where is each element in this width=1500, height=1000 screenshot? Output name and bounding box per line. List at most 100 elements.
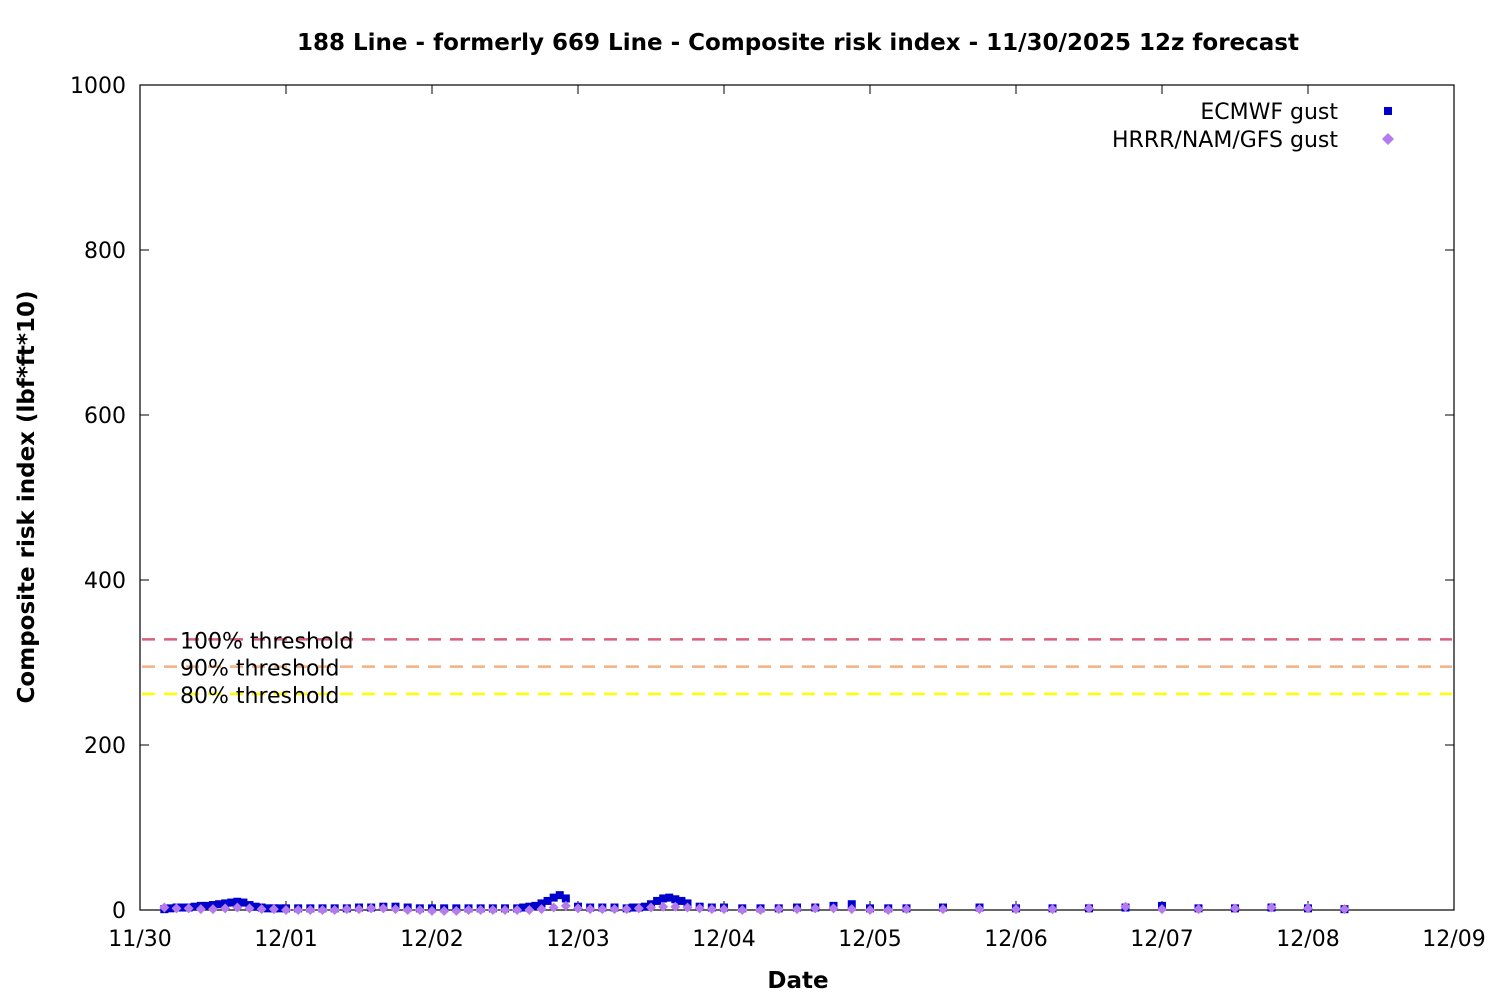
data-point [1047,904,1058,915]
data-series [159,891,1350,916]
data-point [865,905,875,915]
data-point [263,904,272,913]
data-point [256,904,267,915]
data-point [208,904,218,915]
y-tick-label: 600 [84,404,126,429]
plot-frame [139,84,1455,911]
y-axis-title: Composite risk index (lbf*ft*10) [14,291,40,704]
data-point [548,902,559,913]
y-tick-label: 800 [84,239,126,264]
data-point [828,903,839,914]
data-point [341,904,352,915]
data-point [305,905,316,915]
data-point [621,904,632,915]
x-axis-title: Date [767,968,828,994]
data-point [402,905,413,915]
data-point [901,904,912,915]
y-tick-label: 1000 [70,74,126,99]
data-point [1120,901,1131,912]
series-2 [159,900,1350,916]
data-point [220,903,231,914]
threshold-label: 100% threshold [180,629,354,654]
data-point [737,905,748,915]
data-point [463,905,474,915]
x-tick-label: 12/04 [692,927,755,952]
data-point [694,903,705,914]
legend-label: ECMWF gust [1200,100,1338,125]
y-tick-label: 400 [84,569,126,594]
data-point [670,901,681,912]
x-tick-label: 12/03 [546,927,609,952]
data-point [560,900,571,911]
data-point [281,905,291,915]
data-point [755,905,766,915]
data-point [439,905,450,916]
chart-title: 188 Line - formerly 669 Line - Composite… [297,30,1299,56]
legend-marker [1384,107,1392,115]
data-point [653,896,662,905]
y-tick-label: 200 [84,734,126,759]
data-point [232,902,243,913]
data-point [202,901,211,910]
data-point [166,904,175,913]
data-point [159,902,170,913]
x-tick-label: 12/05 [838,927,901,952]
y-axis: 0 200 400 600 800 1000 [70,74,1454,924]
data-point [195,904,206,915]
data-point [792,904,802,915]
data-point [293,905,304,915]
data-point [719,904,729,915]
data-point [317,905,328,915]
data-point [561,894,570,903]
x-tick-label: 12/08 [1276,927,1339,952]
data-point [585,904,596,915]
data-point [1339,904,1350,915]
data-point [609,904,620,915]
data-point [633,903,644,914]
legend-label: HRRR/NAM/GFS gust [1112,128,1338,153]
data-point [628,903,637,912]
data-point [500,905,510,915]
data-point [974,904,985,915]
data-point [810,903,821,914]
data-point [524,905,535,915]
data-point [537,899,546,908]
data-point [512,905,523,915]
data-point [682,902,693,913]
data-point [536,904,547,915]
data-point [171,903,182,914]
data-point [1230,903,1240,914]
legend: ECMWF gust HRRR/NAM/GFS gust [1112,100,1394,153]
data-point [646,902,656,913]
data-point [531,901,540,910]
threshold-label: 90% threshold [180,657,340,682]
legend-marker [1382,133,1394,145]
data-point [329,905,340,915]
x-tick-label: 12/02 [400,927,463,952]
data-point [215,900,224,909]
data-point [178,903,187,912]
data-point [366,903,377,914]
data-point [354,904,364,915]
data-point [846,904,857,915]
data-point [555,891,564,900]
data-point [233,897,242,906]
x-axis: 11/30 12/01 12/02 12/03 12/04 12/05 12/06 12/07… [108,85,1486,952]
data-point [543,896,552,905]
data-point [883,905,894,915]
data-point [706,904,717,915]
data-point [227,898,236,907]
data-point [658,901,669,912]
data-point [251,902,260,911]
data-point [1266,902,1277,913]
data-point [665,893,674,902]
x-tick-label: 12/01 [254,927,317,952]
data-point [275,904,284,913]
data-point [475,905,486,915]
data-point [938,904,948,915]
data-point [451,905,462,916]
data-point [1011,904,1021,915]
data-point [268,904,279,915]
data-point [519,903,528,912]
data-point [1084,903,1094,914]
